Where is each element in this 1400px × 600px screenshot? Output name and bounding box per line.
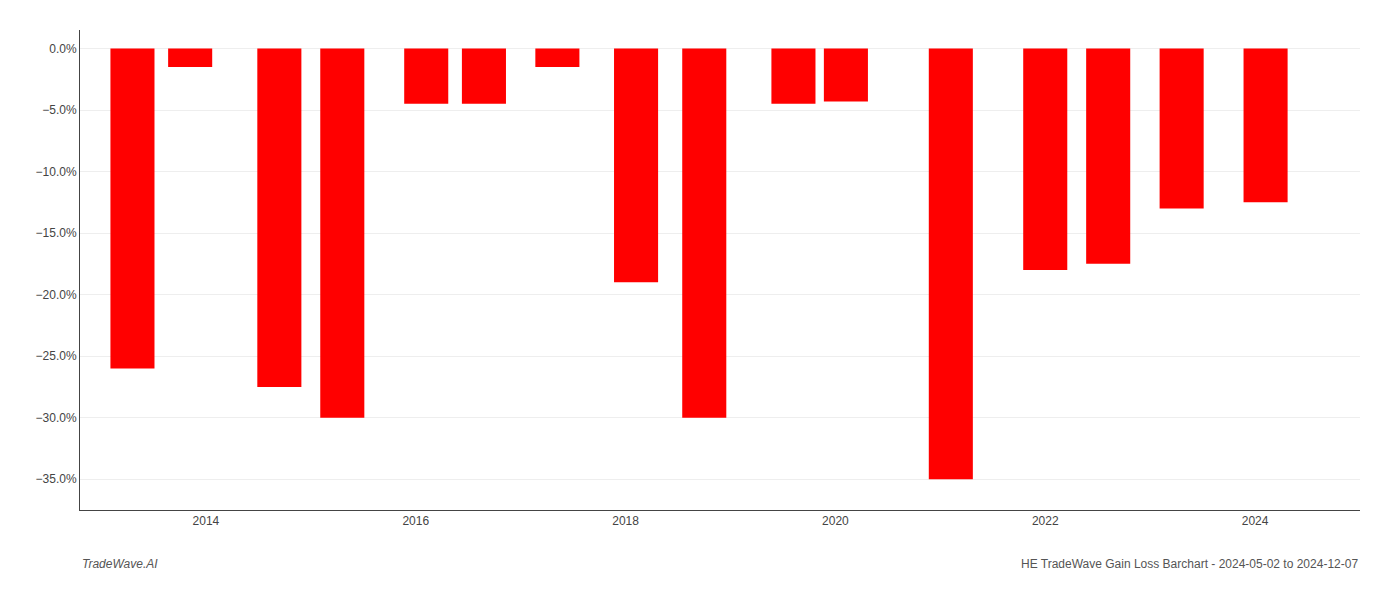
- svg-text:2016: 2016: [402, 514, 429, 528]
- svg-text:−5.0%: −5.0%: [42, 103, 77, 117]
- svg-text:−30.0%: −30.0%: [36, 411, 77, 425]
- svg-text:TradeWave.AI: TradeWave.AI: [82, 557, 158, 571]
- svg-text:−10.0%: −10.0%: [36, 165, 77, 179]
- svg-text:−15.0%: −15.0%: [36, 226, 77, 240]
- svg-text:2020: 2020: [822, 514, 849, 528]
- svg-text:2024: 2024: [1242, 514, 1269, 528]
- svg-text:2018: 2018: [612, 514, 639, 528]
- svg-text:2022: 2022: [1032, 514, 1059, 528]
- svg-text:HE TradeWave Gain Loss Barchar: HE TradeWave Gain Loss Barchart - 2024-0…: [1021, 557, 1358, 571]
- svg-text:2014: 2014: [193, 514, 220, 528]
- svg-text:−25.0%: −25.0%: [36, 349, 77, 363]
- svg-text:0.0%: 0.0%: [49, 42, 77, 56]
- svg-text:−20.0%: −20.0%: [36, 288, 77, 302]
- svg-text:−35.0%: −35.0%: [36, 472, 77, 486]
